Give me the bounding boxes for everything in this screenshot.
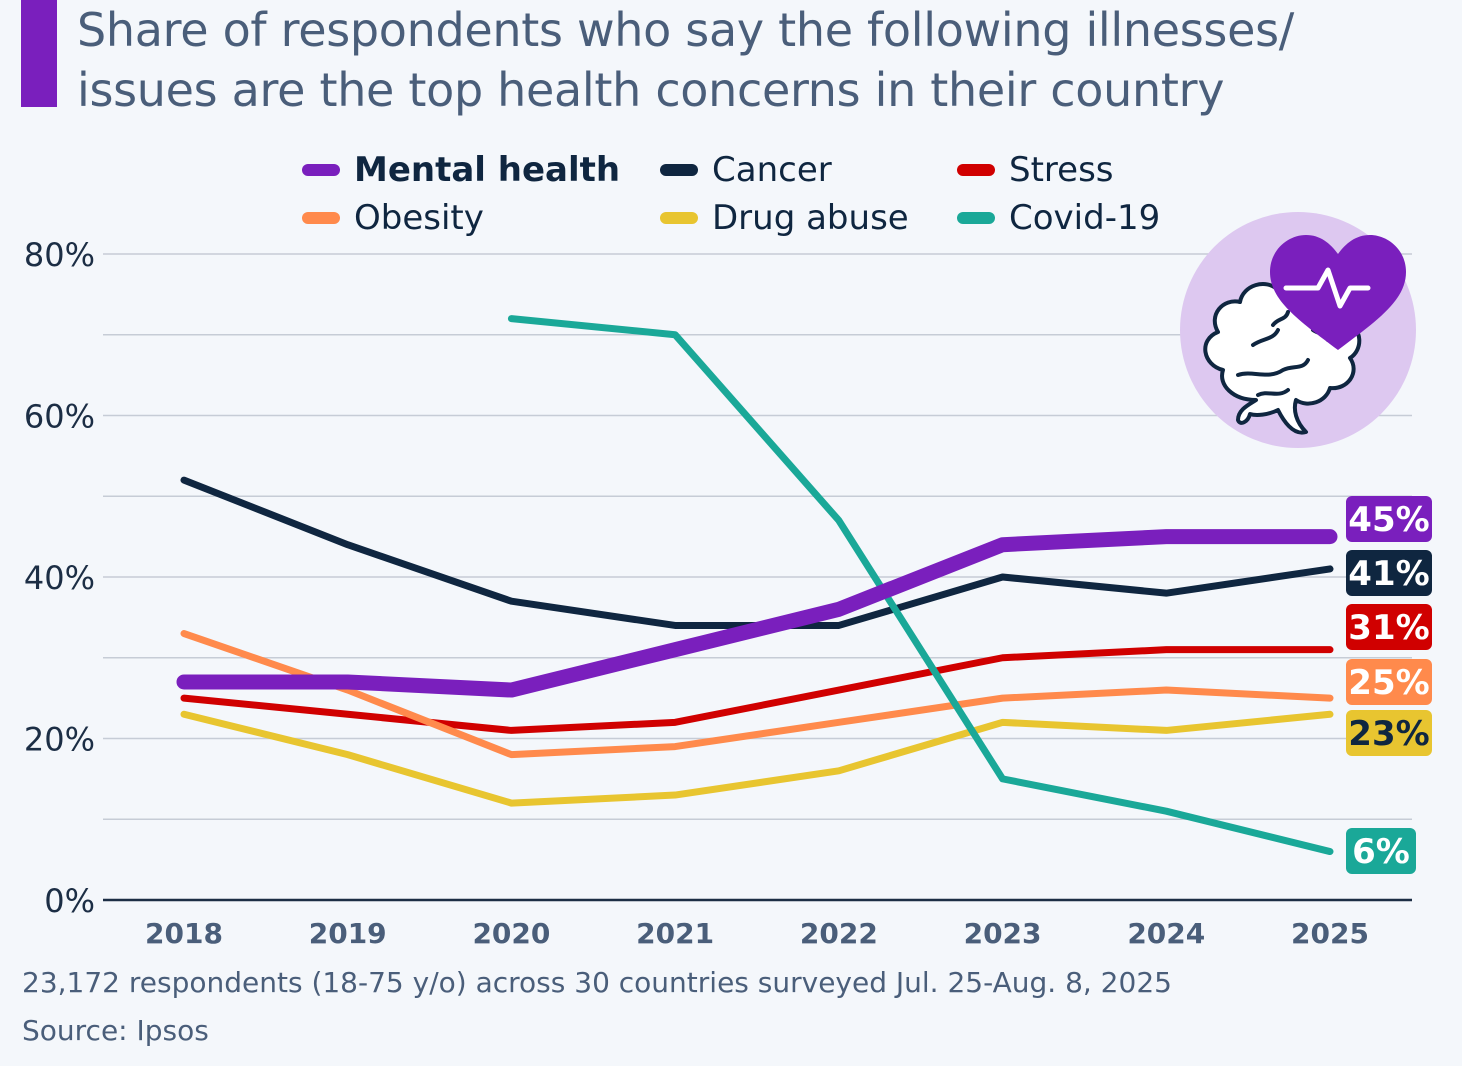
end-label-text: 31% (1348, 608, 1429, 648)
legend-item-obesity: Obesity (302, 194, 484, 242)
y-tick-label: 80% (24, 236, 95, 274)
heart-pulse-icon (1270, 235, 1406, 350)
source-note: Source: Ipsos (22, 1014, 209, 1047)
y-tick-label: 40% (24, 559, 95, 597)
legend-item-stress: Stress (957, 146, 1114, 194)
legend-swatch (957, 212, 995, 224)
series-lines (176, 315, 1338, 856)
chart-title-line-2: issues are the top health concerns in th… (77, 63, 1225, 117)
y-tick-label: 0% (44, 882, 95, 920)
end-value-labels: 45% 41% 31% 25% 23% 6% (1346, 496, 1432, 874)
series-line-drug-abuse (180, 710, 1334, 807)
end-label-badge (1346, 710, 1432, 756)
end-label-badge (1346, 604, 1432, 650)
legend-label: Cancer (712, 150, 832, 190)
y-tick-label: 20% (24, 721, 95, 759)
x-tick-label: 2022 (800, 917, 878, 950)
legend-item-mental-health: Mental health (302, 146, 620, 194)
end-label-badge (1346, 828, 1416, 874)
x-axis-ticks: 2018 2019 2020 2021 2022 2023 2024 2025 (145, 917, 1369, 950)
series-line-covid-19 (507, 315, 1334, 856)
title-accent-bar (21, 0, 57, 107)
x-tick-label: 2021 (636, 917, 714, 950)
end-label-stress: 31% (1346, 604, 1432, 650)
x-tick-label: 2024 (1127, 917, 1205, 950)
legend-swatch (302, 164, 340, 176)
brain-heart-pulse-icon (1178, 210, 1418, 450)
legend-swatch (660, 212, 698, 224)
end-label-text: 45% (1348, 500, 1429, 540)
legend-swatch (957, 164, 995, 176)
legend-label: Stress (1009, 150, 1114, 190)
x-tick-label: 2020 (472, 917, 550, 950)
end-label-text: 6% (1352, 832, 1410, 872)
series-line-cancer (180, 476, 1334, 629)
legend-label: Drug abuse (712, 198, 909, 238)
end-label-text: 23% (1348, 714, 1429, 754)
x-tick-label: 2019 (309, 917, 387, 950)
end-label-text: 41% (1348, 554, 1429, 594)
chart-title: Share of respondents who say the followi… (77, 0, 1447, 120)
chart-title-line-1: Share of respondents who say the followi… (77, 3, 1294, 57)
legend-item-drug-abuse: Drug abuse (660, 194, 909, 242)
footnote: 23,172 respondents (18-75 y/o) across 30… (22, 966, 1172, 999)
series-line-obesity (180, 630, 1334, 759)
y-axis-ticks: 0% 20% 40% 60% 80% (24, 236, 95, 920)
end-label-cancer: 41% (1346, 550, 1432, 596)
legend-item-cancer: Cancer (660, 146, 832, 194)
legend-swatch (302, 212, 340, 224)
legend-label: Covid-19 (1009, 198, 1161, 238)
legend-item-covid-19: Covid-19 (957, 194, 1160, 242)
x-tick-label: 2018 (145, 917, 223, 950)
end-label-badge (1346, 659, 1432, 705)
end-label-drug-abuse: 23% (1346, 710, 1432, 756)
y-tick-label: 60% (24, 398, 95, 436)
end-label-text: 25% (1348, 663, 1429, 703)
series-line-mental-health (176, 529, 1338, 698)
x-tick-label: 2025 (1291, 917, 1369, 950)
end-label-covid-19: 6% (1346, 828, 1416, 874)
legend-label: Mental health (354, 150, 621, 190)
end-label-badge (1346, 496, 1432, 542)
legend-swatch (660, 164, 698, 176)
end-label-badge (1346, 550, 1432, 596)
x-tick-label: 2023 (964, 917, 1042, 950)
legend-label: Obesity (354, 198, 484, 238)
series-line-stress (180, 646, 1334, 734)
end-label-obesity: 25% (1346, 659, 1432, 705)
end-label-mental-health: 45% (1346, 496, 1432, 542)
